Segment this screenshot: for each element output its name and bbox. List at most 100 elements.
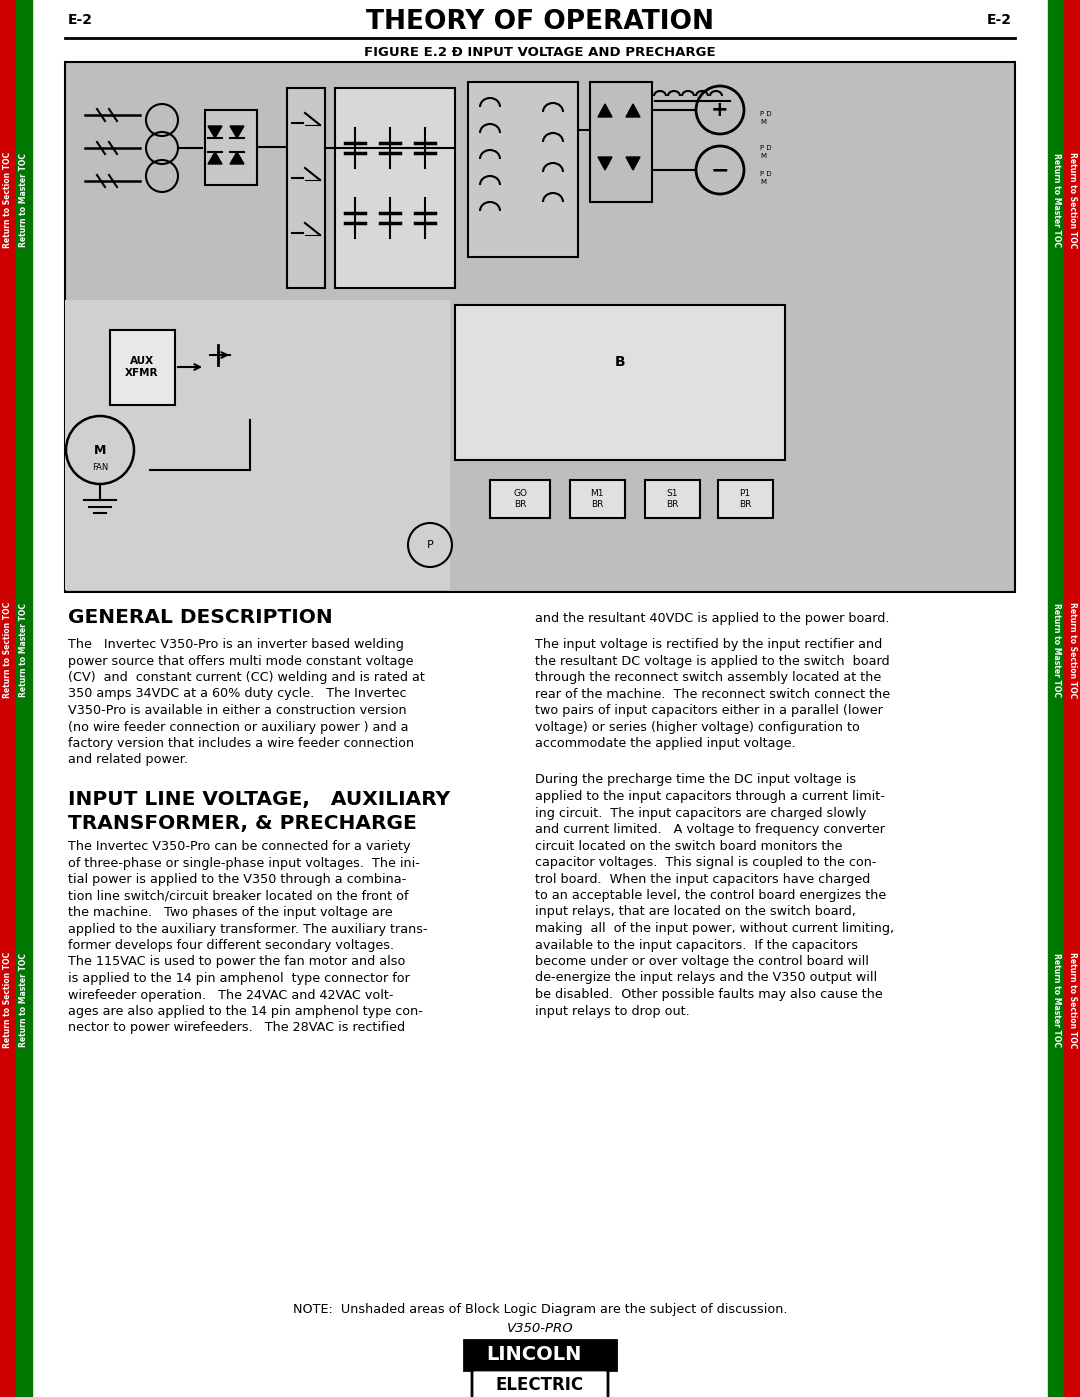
Text: AUX
XFMR: AUX XFMR <box>125 356 159 377</box>
Text: M1
BR: M1 BR <box>591 489 604 509</box>
Text: making  all  of the input power, without current limiting,: making all of the input power, without c… <box>535 922 894 935</box>
Text: former develops four different secondary voltages.: former develops four different secondary… <box>68 939 394 951</box>
Text: Return to Section TOC: Return to Section TOC <box>3 951 13 1048</box>
Text: trol board.  When the input capacitors have charged: trol board. When the input capacitors ha… <box>535 873 870 886</box>
Text: capacitor voltages.  This signal is coupled to the con-: capacitor voltages. This signal is coupl… <box>535 856 877 869</box>
Text: GO
BR: GO BR <box>513 489 527 509</box>
Text: Return to Master TOC: Return to Master TOC <box>19 604 28 697</box>
Polygon shape <box>230 126 244 138</box>
Text: through the reconnect switch assembly located at the: through the reconnect switch assembly lo… <box>535 671 881 685</box>
Bar <box>1064 0 1080 1397</box>
Polygon shape <box>626 103 640 117</box>
Text: ®: ® <box>602 1340 611 1350</box>
Text: wirefeeder operation.   The 24VAC and 42VAC volt-: wirefeeder operation. The 24VAC and 42VA… <box>68 989 393 1002</box>
Text: The 115VAC is used to power the fan motor and also: The 115VAC is used to power the fan moto… <box>68 956 405 968</box>
Text: be disabled.  Other possible faults may also cause the: be disabled. Other possible faults may a… <box>535 988 882 1002</box>
Text: and related power.: and related power. <box>68 753 188 767</box>
Text: input relays, that are located on the switch board,: input relays, that are located on the sw… <box>535 905 855 918</box>
Polygon shape <box>230 152 244 163</box>
Bar <box>16 0 32 1397</box>
Text: P D
M: P D M <box>760 172 771 184</box>
Text: input relays to drop out.: input relays to drop out. <box>535 1004 690 1017</box>
Text: ages are also applied to the 14 pin amphenol type con-: ages are also applied to the 14 pin amph… <box>68 1004 423 1018</box>
Text: V350-PRO: V350-PRO <box>507 1322 573 1336</box>
Text: Return to Section TOC: Return to Section TOC <box>1067 951 1077 1048</box>
Bar <box>65 61 1015 592</box>
Bar <box>287 88 325 288</box>
Bar <box>464 1340 616 1370</box>
Text: Return to Master TOC: Return to Master TOC <box>19 953 28 1046</box>
Text: and current limited.   A voltage to frequency converter: and current limited. A voltage to freque… <box>535 823 885 835</box>
Text: THEORY OF OPERATION: THEORY OF OPERATION <box>366 8 714 35</box>
Text: During the precharge time the DC input voltage is: During the precharge time the DC input v… <box>535 774 856 787</box>
Text: Return to Section TOC: Return to Section TOC <box>1067 602 1077 698</box>
Text: 350 amps 34VDC at a 60% duty cycle.   The Invertec: 350 amps 34VDC at a 60% duty cycle. The … <box>68 687 406 700</box>
Text: Return to Master TOC: Return to Master TOC <box>1052 953 1061 1046</box>
FancyBboxPatch shape <box>472 1370 608 1397</box>
Text: factory version that includes a wire feeder connection: factory version that includes a wire fee… <box>68 738 414 750</box>
Bar <box>490 481 550 518</box>
Text: FIGURE E.2 Ð INPUT VOLTAGE AND PRECHARGE: FIGURE E.2 Ð INPUT VOLTAGE AND PRECHARGE <box>364 46 716 59</box>
Text: the resultant DC voltage is applied to the switch  board: the resultant DC voltage is applied to t… <box>535 655 890 668</box>
Text: Return to Section TOC: Return to Section TOC <box>3 602 13 698</box>
Text: become under or over voltage the control board will: become under or over voltage the control… <box>535 956 869 968</box>
Text: The input voltage is rectified by the input rectifier and: The input voltage is rectified by the in… <box>535 638 882 651</box>
Text: tion line switch/circuit breaker located on the front of: tion line switch/circuit breaker located… <box>68 890 408 902</box>
Bar <box>590 82 652 203</box>
Text: applied to the input capacitors through a current limit-: applied to the input capacitors through … <box>535 789 885 803</box>
Bar <box>468 82 578 257</box>
Text: V350-Pro is available in either a construction version: V350-Pro is available in either a constr… <box>68 704 407 717</box>
Text: The   Invertec V350-Pro is an inverter based welding: The Invertec V350-Pro is an inverter bas… <box>68 638 404 651</box>
Text: ELECTRIC: ELECTRIC <box>496 1376 584 1394</box>
Text: the machine.   Two phases of the input voltage are: the machine. Two phases of the input vol… <box>68 907 393 919</box>
Text: available to the input capacitors.  If the capacitors: available to the input capacitors. If th… <box>535 939 858 951</box>
Bar <box>645 481 700 518</box>
Bar <box>205 110 257 184</box>
Text: The Invertec V350-Pro can be connected for a variety: The Invertec V350-Pro can be connected f… <box>68 840 410 854</box>
Text: is applied to the 14 pin amphenol  type connector for: is applied to the 14 pin amphenol type c… <box>68 972 410 985</box>
Bar <box>110 330 175 405</box>
Polygon shape <box>208 152 222 163</box>
Text: P D
M: P D M <box>760 112 771 124</box>
Text: Return to Master TOC: Return to Master TOC <box>1052 154 1061 247</box>
Text: NOTE:  Unshaded areas of Block Logic Diagram are the subject of discussion.: NOTE: Unshaded areas of Block Logic Diag… <box>293 1303 787 1316</box>
Text: LINCOLN: LINCOLN <box>486 1345 582 1365</box>
Bar <box>65 300 450 590</box>
Text: P1
BR: P1 BR <box>739 489 752 509</box>
Text: nector to power wirefeeders.   The 28VAC is rectified: nector to power wirefeeders. The 28VAC i… <box>68 1021 405 1035</box>
Text: TRANSFORMER, & PRECHARGE: TRANSFORMER, & PRECHARGE <box>68 814 417 833</box>
Bar <box>570 481 625 518</box>
Text: applied to the auxiliary transformer. The auxiliary trans-: applied to the auxiliary transformer. Th… <box>68 922 428 936</box>
Text: GENERAL DESCRIPTION: GENERAL DESCRIPTION <box>68 608 333 627</box>
Text: −: − <box>711 161 729 180</box>
Text: P: P <box>427 541 433 550</box>
Text: of three-phase or single-phase input voltages.  The ini-: of three-phase or single-phase input vol… <box>68 856 420 869</box>
Text: ing circuit.  The input capacitors are charged slowly: ing circuit. The input capacitors are ch… <box>535 806 866 820</box>
Text: P D
M: P D M <box>760 145 771 158</box>
Polygon shape <box>598 103 612 117</box>
Text: Return to Master TOC: Return to Master TOC <box>1052 604 1061 697</box>
Polygon shape <box>598 156 612 170</box>
Bar <box>0 0 16 1397</box>
Bar <box>455 305 785 460</box>
Text: +: + <box>712 101 729 120</box>
Bar <box>1048 0 1064 1397</box>
Text: and the resultant 40VDC is applied to the power board.: and the resultant 40VDC is applied to th… <box>535 612 890 624</box>
Text: power source that offers multi mode constant voltage: power source that offers multi mode cons… <box>68 655 414 668</box>
Text: M: M <box>94 443 106 457</box>
Text: E-2: E-2 <box>68 13 93 27</box>
Text: E-2: E-2 <box>987 13 1012 27</box>
Text: B: B <box>615 355 625 369</box>
Polygon shape <box>208 126 222 138</box>
Text: Return to Section TOC: Return to Section TOC <box>1067 152 1077 249</box>
Text: circuit located on the switch board monitors the: circuit located on the switch board moni… <box>535 840 842 852</box>
Bar <box>718 481 773 518</box>
Text: to an acceptable level, the control board energizes the: to an acceptable level, the control boar… <box>535 888 887 902</box>
Text: accommodate the applied input voltage.: accommodate the applied input voltage. <box>535 738 796 750</box>
Text: FAN: FAN <box>92 464 108 472</box>
Text: Return to Master TOC: Return to Master TOC <box>19 154 28 247</box>
Text: rear of the machine.  The reconnect switch connect the: rear of the machine. The reconnect switc… <box>535 687 890 700</box>
Text: (no wire feeder connection or auxiliary power ) and a: (no wire feeder connection or auxiliary … <box>68 721 408 733</box>
Text: voltage) or series (higher voltage) configuration to: voltage) or series (higher voltage) conf… <box>535 721 860 733</box>
Text: de-energize the input relays and the V350 output will: de-energize the input relays and the V35… <box>535 971 877 985</box>
